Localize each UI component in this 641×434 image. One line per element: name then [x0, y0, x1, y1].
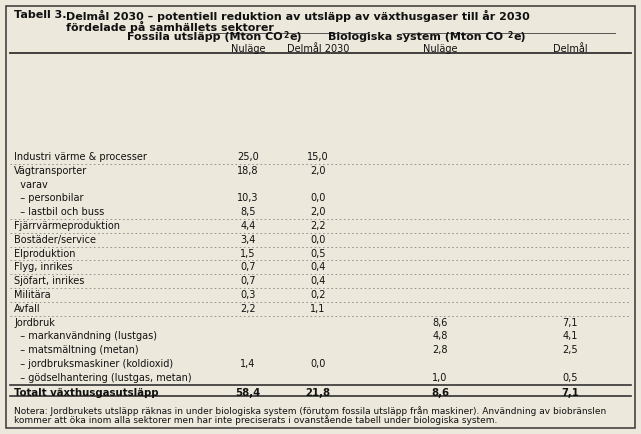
Text: Nuläge: Nuläge — [423, 44, 457, 54]
Text: 0,0: 0,0 — [310, 235, 326, 245]
Text: 1,0: 1,0 — [432, 373, 447, 383]
Text: 1,5: 1,5 — [240, 249, 256, 259]
Text: 25,0: 25,0 — [237, 152, 259, 162]
Text: 4,4: 4,4 — [240, 221, 256, 231]
Text: 2,0: 2,0 — [310, 166, 326, 176]
Text: 0,7: 0,7 — [240, 276, 256, 286]
Text: 0,2: 0,2 — [310, 290, 326, 300]
Text: 4,8: 4,8 — [432, 332, 447, 342]
Text: Sjöfart, inrikes: Sjöfart, inrikes — [14, 276, 85, 286]
Text: 3,4: 3,4 — [240, 235, 256, 245]
Text: Nuläge: Nuläge — [231, 44, 265, 54]
Text: 0,4: 0,4 — [310, 276, 326, 286]
Text: 2,5: 2,5 — [562, 345, 578, 355]
Text: 1,4: 1,4 — [240, 359, 256, 369]
Text: Industri värme & processer: Industri värme & processer — [14, 152, 147, 162]
Text: 8,5: 8,5 — [240, 207, 256, 217]
Text: e): e) — [514, 32, 527, 42]
Text: e): e) — [290, 32, 303, 42]
Text: Notera: Jordbrukets utsläpp räknas in under biologiska system (förutom fossila u: Notera: Jordbrukets utsläpp räknas in un… — [14, 406, 606, 416]
Text: 7,1: 7,1 — [562, 318, 578, 328]
Text: varav: varav — [14, 180, 47, 190]
Text: 0,7: 0,7 — [240, 263, 256, 273]
Text: 15,0: 15,0 — [307, 152, 329, 162]
Text: 10,3: 10,3 — [237, 194, 259, 204]
Text: 58,4: 58,4 — [235, 388, 261, 398]
Text: Totalt växthusgasutsläpp: Totalt växthusgasutsläpp — [14, 388, 158, 398]
Text: Delmål: Delmål — [553, 44, 587, 54]
Text: 0,5: 0,5 — [562, 373, 578, 383]
Text: Militära: Militära — [14, 290, 51, 300]
Text: – jordbruksmaskiner (koldioxid): – jordbruksmaskiner (koldioxid) — [14, 359, 173, 369]
Text: Elproduktion: Elproduktion — [14, 249, 76, 259]
Text: 18,8: 18,8 — [237, 166, 259, 176]
Text: – matsmältning (metan): – matsmältning (metan) — [14, 345, 138, 355]
Text: Delmål 2030: Delmål 2030 — [287, 44, 349, 54]
Text: 8,6: 8,6 — [431, 388, 449, 398]
Text: Fjärrvärmeproduktion: Fjärrvärmeproduktion — [14, 221, 120, 231]
Text: 8,6: 8,6 — [432, 318, 447, 328]
Text: kommer att öka inom alla sektorer men har inte preciserats i ovanstående tabell : kommer att öka inom alla sektorer men ha… — [14, 415, 497, 425]
Text: – personbilar: – personbilar — [14, 194, 83, 204]
Text: Delmål 2030 – potentiell reduktion av utsläpp av växthusgaser till år 2030: Delmål 2030 – potentiell reduktion av ut… — [66, 10, 529, 22]
Text: 2,2: 2,2 — [240, 304, 256, 314]
Text: Biologiska system (Mton CO: Biologiska system (Mton CO — [328, 32, 503, 42]
Text: fördelade på samhällets sektorer: fördelade på samhällets sektorer — [66, 21, 274, 33]
Text: – lastbil och buss: – lastbil och buss — [14, 207, 104, 217]
Text: – gödselhantering (lustgas, metan): – gödselhantering (lustgas, metan) — [14, 373, 192, 383]
Text: 0,0: 0,0 — [310, 359, 326, 369]
Text: 2: 2 — [507, 30, 512, 39]
Text: 21,8: 21,8 — [306, 388, 331, 398]
Text: 0,4: 0,4 — [310, 263, 326, 273]
Text: 7,1: 7,1 — [561, 388, 579, 398]
Text: 1,1: 1,1 — [310, 304, 326, 314]
Text: – markanvändning (lustgas): – markanvändning (lustgas) — [14, 332, 157, 342]
Text: 0,5: 0,5 — [310, 249, 326, 259]
Text: Vägtransporter: Vägtransporter — [14, 166, 87, 176]
Text: 2: 2 — [283, 30, 288, 39]
Text: Bostäder/service: Bostäder/service — [14, 235, 96, 245]
Text: Tabell 3.: Tabell 3. — [14, 10, 67, 20]
Text: 0,0: 0,0 — [310, 194, 326, 204]
Text: Jordbruk: Jordbruk — [14, 318, 55, 328]
Text: 0,3: 0,3 — [240, 290, 256, 300]
Text: 2,2: 2,2 — [310, 221, 326, 231]
Text: Flyg, inrikes: Flyg, inrikes — [14, 263, 72, 273]
Text: 2,8: 2,8 — [432, 345, 448, 355]
Text: Avfall: Avfall — [14, 304, 40, 314]
Text: 4,1: 4,1 — [562, 332, 578, 342]
Text: Fossila utsläpp (Mton CO: Fossila utsläpp (Mton CO — [128, 32, 283, 42]
Text: 2,0: 2,0 — [310, 207, 326, 217]
